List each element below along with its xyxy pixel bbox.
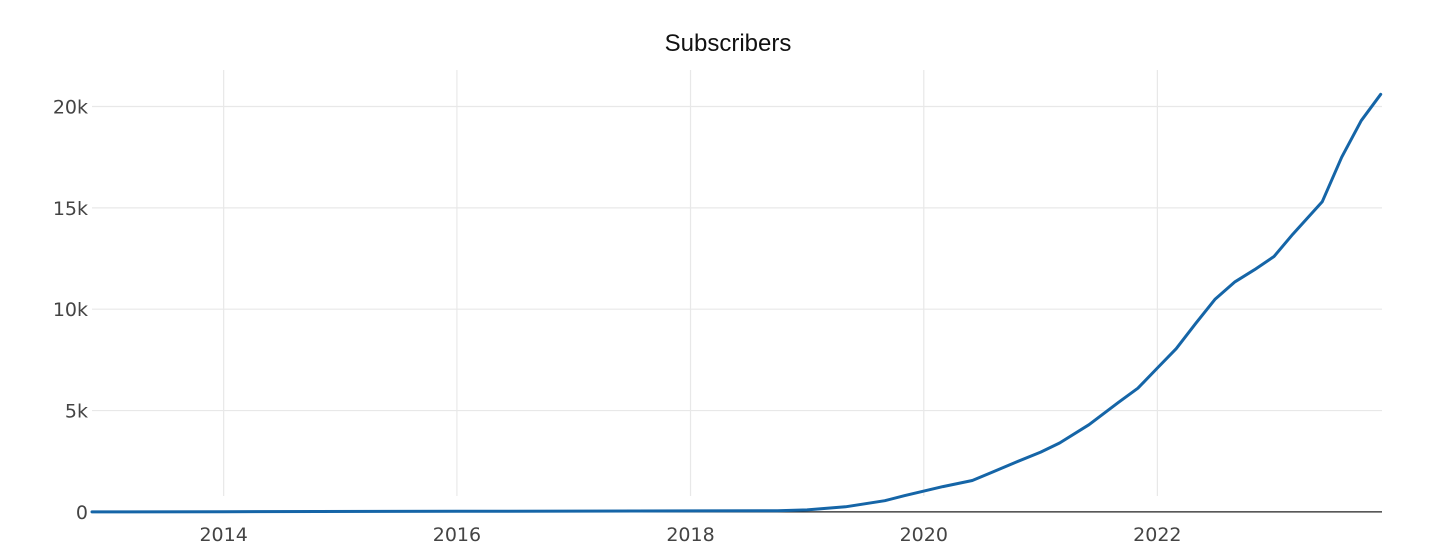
y-tick-label: 15k: [53, 198, 88, 220]
y-tick-label: 20k: [53, 96, 88, 118]
x-tick-label: 2018: [666, 524, 714, 546]
x-tick-label: 2022: [1133, 524, 1181, 546]
x-tick-label: 2020: [900, 524, 948, 546]
y-tick-label: 10k: [53, 299, 88, 321]
y-tick-label: 5k: [65, 401, 88, 423]
y-tick-label: 0: [76, 502, 88, 524]
series-layer: [90, 92, 1383, 514]
grid-layer: [92, 70, 1382, 513]
x-tick-label: 2016: [433, 524, 481, 546]
x-tick-label: 2014: [199, 524, 247, 546]
chart-title: Subscribers: [665, 30, 792, 57]
axis-layer: 2014 2016 2018 2020 2022 0 5k 10k 15k 20k: [53, 96, 1182, 546]
subscribers-series-line: [90, 92, 1383, 514]
